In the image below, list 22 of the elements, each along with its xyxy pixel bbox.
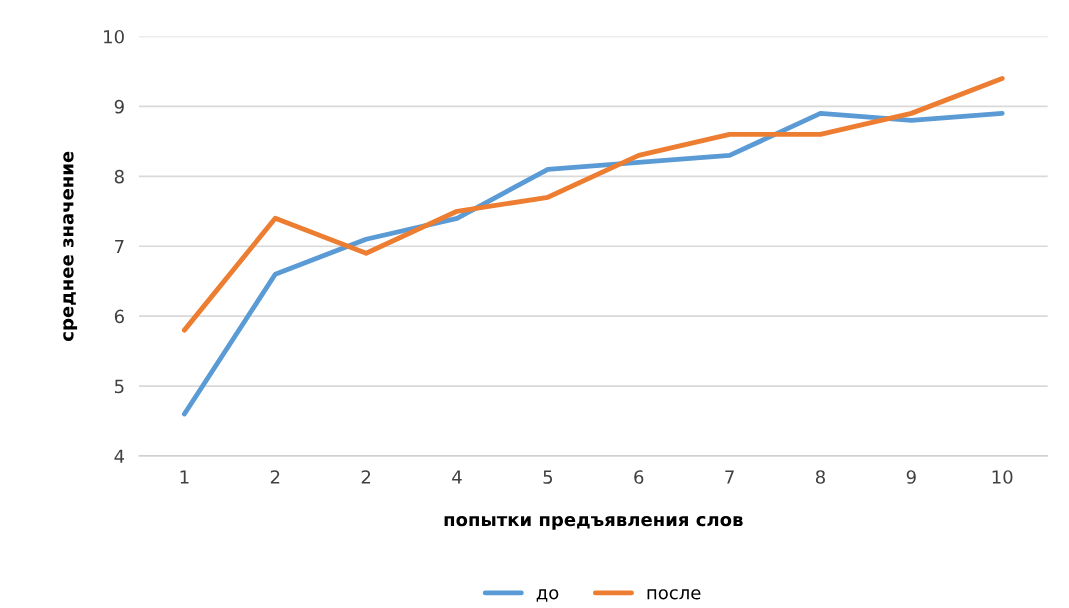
y-tick-label: 10 xyxy=(104,29,124,44)
y-axis-title: среднее значение xyxy=(63,151,78,341)
x-tick-label: 7 xyxy=(725,470,734,484)
x-axis-title: попытки предъявления слов xyxy=(444,515,743,530)
legend-label: до xyxy=(536,589,559,602)
x-tick-label: 4 xyxy=(452,470,462,484)
y-tick-label: 9 xyxy=(114,99,124,114)
x-tick-label: 1 xyxy=(180,470,189,484)
x-tick-label: 2 xyxy=(361,470,371,484)
x-tick-label: 9 xyxy=(906,470,916,484)
y-tick-label: 8 xyxy=(114,169,124,184)
line-series xyxy=(181,76,1005,333)
x-tick-label: 2 xyxy=(270,470,280,484)
y-tick-label: 7 xyxy=(115,239,124,254)
legend-label: после xyxy=(647,589,701,600)
x-tick-label: 10 xyxy=(992,470,1013,484)
y-tick-label: 6 xyxy=(114,309,124,324)
y-tick-label: 5 xyxy=(114,379,124,394)
x-tick-label: 8 xyxy=(815,470,825,484)
x-tick-label: 5 xyxy=(543,470,553,484)
x-tick-label: 6 xyxy=(634,470,644,484)
y-tick-label: 4 xyxy=(114,449,125,463)
